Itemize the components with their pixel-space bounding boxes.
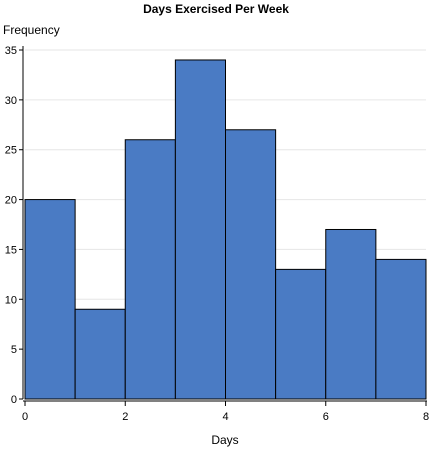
y-tick-label: 20 [5, 195, 17, 207]
x-axis-label: Days [211, 433, 238, 447]
y-tick-label: 10 [5, 294, 17, 306]
x-tick-label: 2 [122, 411, 128, 423]
histogram-bar-1-2 [74, 308, 126, 400]
y-axis-label: Frequency [3, 23, 60, 37]
histogram-bar-5-6 [275, 268, 327, 400]
histogram-bar-7-8 [375, 258, 427, 400]
bars [24, 59, 427, 400]
histogram-bar-6-7 [325, 228, 377, 400]
y-tick-label: 5 [11, 344, 17, 356]
x-tick-label: 6 [323, 411, 329, 423]
x-tick-label: 0 [22, 411, 28, 423]
y-tick-label: 25 [5, 145, 17, 157]
histogram-bar-2-3 [124, 139, 176, 400]
histogram-bar-3-4 [174, 59, 226, 400]
axes: 0 5 10 15 20 25 30 35 0 2 4 6 8 [5, 45, 429, 423]
y-tick-label: 30 [5, 95, 17, 107]
y-tick-label: 35 [5, 45, 17, 57]
y-tick-label: 15 [5, 244, 17, 256]
histogram-bar-0-1 [24, 199, 76, 400]
x-tick-label: 4 [222, 411, 228, 423]
y-tick-label: 0 [11, 394, 17, 406]
histogram-bar-4-5 [225, 129, 277, 400]
chart-title: Days Exercised Per Week [143, 2, 289, 16]
x-tick-label: 8 [423, 411, 429, 423]
